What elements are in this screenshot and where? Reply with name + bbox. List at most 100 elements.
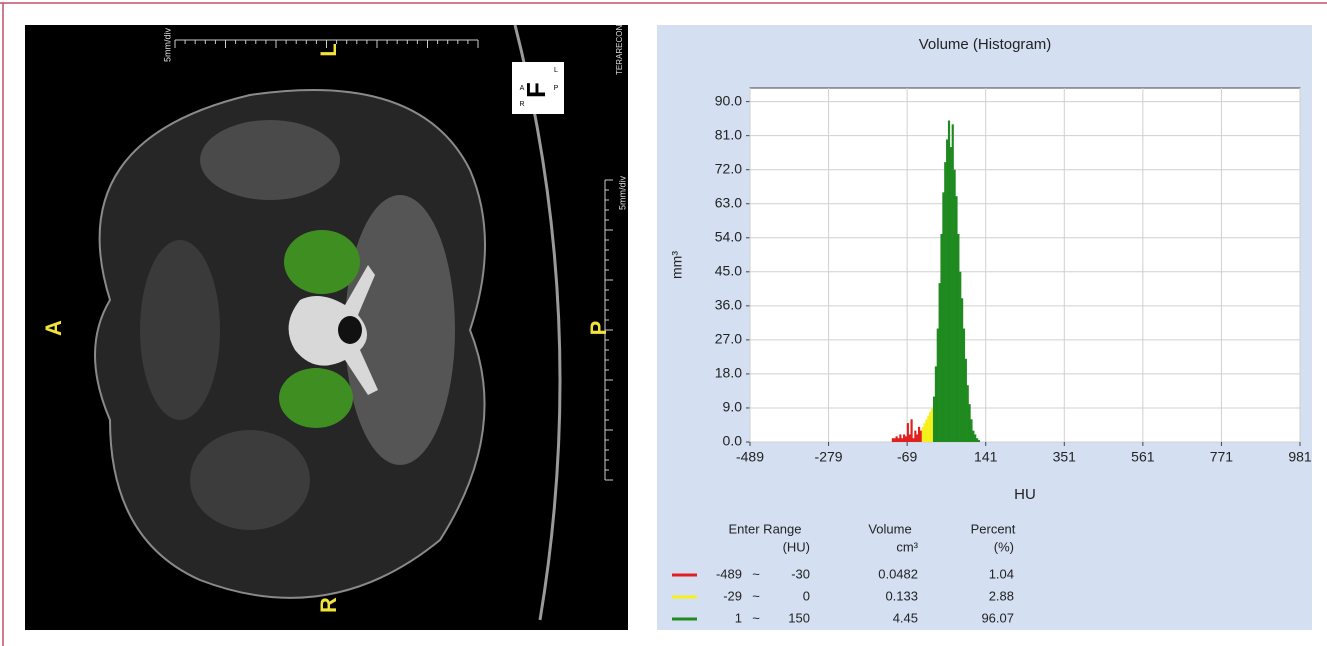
plot-area xyxy=(749,87,1301,443)
volume: 0.0482 xyxy=(878,566,918,581)
range-high: 150 xyxy=(788,610,810,625)
chart-title: Volume (Histogram) xyxy=(919,36,1052,53)
bar xyxy=(970,419,973,442)
bar xyxy=(968,404,971,442)
bar xyxy=(940,233,943,442)
table-unit: (HU) xyxy=(783,539,810,554)
bar xyxy=(934,366,938,442)
x-tick-label: -489 xyxy=(736,449,764,465)
canal xyxy=(338,316,362,344)
range-separator: ~ xyxy=(752,610,760,625)
bar xyxy=(972,430,975,442)
y-tick-label: 9.0 xyxy=(723,399,743,415)
range-high: 0 xyxy=(803,588,810,603)
bar xyxy=(953,169,956,442)
bar xyxy=(912,438,915,442)
range-separator: ~ xyxy=(752,588,760,603)
ct-viewer: 5mm/div 5mm/div TERARECON F A P L R A P … xyxy=(25,25,628,630)
volume: 4.45 xyxy=(893,610,918,625)
bar xyxy=(951,124,954,443)
tissue xyxy=(190,430,310,530)
bar xyxy=(961,298,964,442)
bar xyxy=(955,196,958,442)
bar xyxy=(947,120,951,443)
bar xyxy=(917,426,921,442)
bar xyxy=(901,438,904,442)
bar xyxy=(966,385,969,442)
cube-face: F xyxy=(521,82,551,98)
bar xyxy=(936,328,939,442)
bar xyxy=(957,233,960,442)
y-tick-label: 18.0 xyxy=(715,365,742,381)
y-tick-label: 90.0 xyxy=(715,92,742,108)
bar xyxy=(897,438,900,442)
y-tick-label: 81.0 xyxy=(715,126,742,142)
range-high: -30 xyxy=(791,566,810,581)
bar xyxy=(974,434,977,442)
bar xyxy=(903,434,906,442)
bar xyxy=(938,283,941,442)
bar xyxy=(975,438,979,442)
range-low: -489 xyxy=(716,566,742,581)
x-tick-label: 561 xyxy=(1131,449,1155,465)
tissue xyxy=(200,120,340,200)
y-tick-label: 36.0 xyxy=(715,297,742,313)
bar xyxy=(906,423,909,442)
range-low: -29 xyxy=(723,588,742,603)
bar xyxy=(942,192,945,442)
volume: 0.133 xyxy=(885,588,918,603)
bar xyxy=(910,419,913,442)
bar xyxy=(925,419,928,442)
y-tick-label: 45.0 xyxy=(715,263,742,279)
bar xyxy=(921,426,924,442)
percent: 2.88 xyxy=(989,588,1014,603)
bar xyxy=(899,434,902,442)
cube-label: L xyxy=(554,67,558,74)
scale-label: 5mm/div xyxy=(162,27,172,62)
percent: 1.04 xyxy=(989,566,1014,581)
y-tick-label: 54.0 xyxy=(715,228,742,244)
bar xyxy=(927,415,930,442)
range-low: 1 xyxy=(735,610,742,625)
x-tick-label: -279 xyxy=(815,449,843,465)
y-tick-label: 0.0 xyxy=(723,433,743,449)
table-header: Percent xyxy=(971,521,1016,536)
orientation-label: L xyxy=(316,43,341,56)
bar xyxy=(949,147,952,442)
x-axis-label: HU xyxy=(1014,486,1036,503)
table-unit: cm³ xyxy=(896,539,918,554)
bar xyxy=(959,271,962,442)
percent: 96.07 xyxy=(981,610,1014,625)
x-tick-label: 771 xyxy=(1210,449,1234,465)
roi xyxy=(284,230,360,294)
orientation-label: A xyxy=(41,320,66,336)
bar xyxy=(908,434,911,442)
x-tick-label: 141 xyxy=(974,449,998,465)
table-header: Enter Range xyxy=(729,521,802,536)
x-tick-label: 351 xyxy=(1053,449,1077,465)
table-unit: (%) xyxy=(994,539,1014,554)
ruler-ticks xyxy=(174,40,613,481)
y-tick-label: 27.0 xyxy=(715,331,742,347)
range-separator: ~ xyxy=(752,566,760,581)
orientation-cube xyxy=(512,62,564,114)
bar xyxy=(916,434,919,442)
bar xyxy=(964,358,967,442)
scale-label: 5mm/div xyxy=(617,175,627,210)
cube-label: P xyxy=(554,85,559,92)
orientation-label: R xyxy=(316,597,341,613)
bar xyxy=(977,440,981,442)
bar xyxy=(919,430,923,442)
bar xyxy=(962,328,966,442)
bar xyxy=(932,396,936,442)
cube-label: R xyxy=(519,101,524,108)
bar xyxy=(904,436,908,442)
bar xyxy=(946,139,949,442)
bar xyxy=(895,436,898,442)
x-tick-label: 981 xyxy=(1288,449,1312,465)
x-tick-label: -69 xyxy=(897,449,917,465)
y-axis-label: mm³ xyxy=(669,251,685,279)
cube-label: A xyxy=(520,85,525,92)
